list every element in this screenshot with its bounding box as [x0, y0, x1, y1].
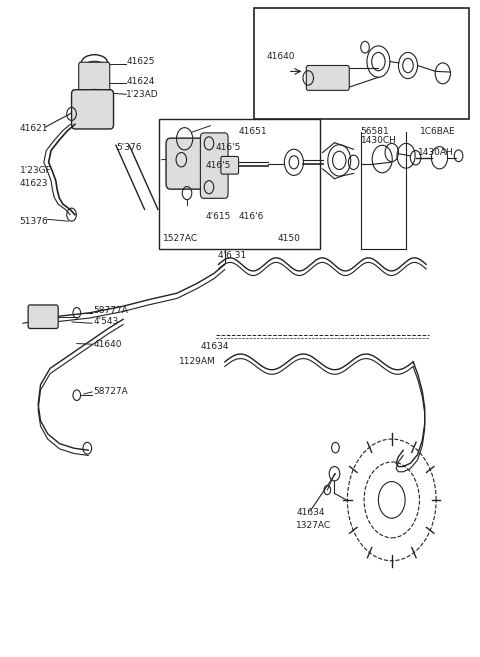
FancyBboxPatch shape: [166, 138, 214, 189]
FancyBboxPatch shape: [306, 66, 349, 91]
Text: 4'543: 4'543: [94, 317, 119, 327]
Text: 416'6: 416'6: [239, 212, 264, 221]
Text: 4'615: 4'615: [205, 212, 231, 221]
Text: 41640: 41640: [266, 52, 295, 61]
Text: 58777A: 58777A: [94, 306, 128, 315]
Text: 41634: 41634: [296, 508, 325, 517]
FancyBboxPatch shape: [221, 156, 239, 174]
Text: 1'23AD: 1'23AD: [126, 90, 159, 99]
FancyBboxPatch shape: [28, 305, 58, 328]
Bar: [254, 8, 469, 119]
FancyBboxPatch shape: [200, 133, 228, 198]
Text: 1327AC: 1327AC: [296, 521, 331, 530]
Text: 58727A: 58727A: [94, 388, 128, 396]
Text: 1527AC: 1527AC: [163, 234, 198, 242]
Text: 41640: 41640: [94, 340, 122, 349]
Text: 56581: 56581: [361, 127, 389, 136]
Text: 1C6BAE: 1C6BAE: [420, 127, 456, 136]
Text: 41634: 41634: [201, 342, 229, 351]
Text: 4'6 31: 4'6 31: [217, 252, 246, 260]
Text: 41624: 41624: [126, 78, 155, 86]
Text: 416'5: 416'5: [205, 161, 231, 170]
Text: 41623: 41623: [20, 179, 48, 188]
Text: 1430CH: 1430CH: [361, 136, 396, 145]
FancyBboxPatch shape: [79, 62, 110, 92]
Bar: [159, 119, 320, 249]
FancyBboxPatch shape: [72, 90, 114, 129]
Text: 416'5: 416'5: [215, 143, 240, 152]
Text: 51376: 51376: [20, 217, 48, 227]
Text: 41625: 41625: [126, 57, 155, 66]
Text: 1129AM: 1129AM: [180, 357, 216, 367]
Text: 41621: 41621: [20, 124, 48, 133]
Text: 4150: 4150: [277, 234, 300, 242]
Text: 41651: 41651: [239, 127, 268, 136]
Text: 5'376: 5'376: [116, 143, 142, 152]
Text: 1'23GF: 1'23GF: [20, 166, 51, 175]
Text: 1430AH: 1430AH: [418, 148, 454, 157]
